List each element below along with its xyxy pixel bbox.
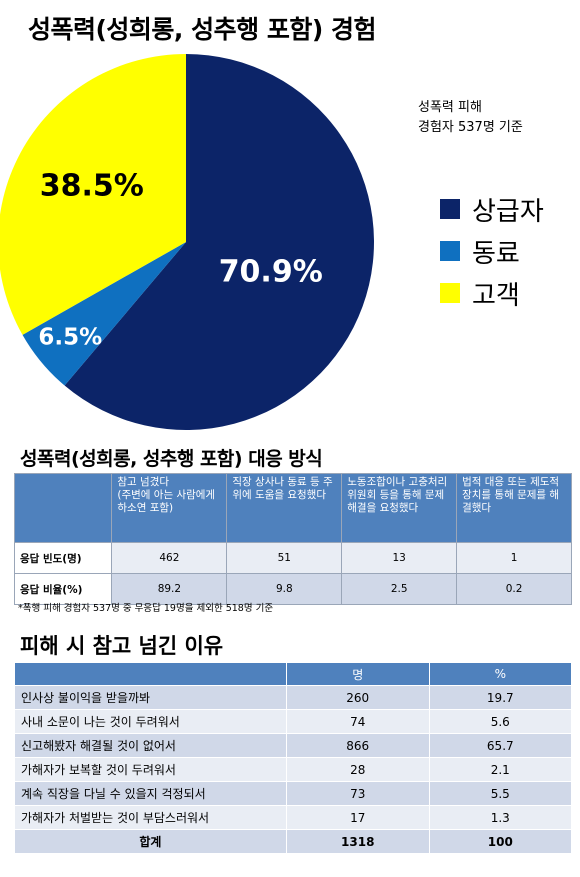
response-section-title: 성폭력(성희롱, 성추행 포함) 대응 방식 — [20, 448, 323, 470]
column-header: 법적 대응 또는 제도적 장치를 통해 문제를 해결했다 — [456, 473, 572, 543]
page-title: 성폭력(성희롱, 성추행 포함) 경험 — [28, 15, 376, 44]
header-empty-cell — [13, 473, 113, 543]
response-footnote: *폭행 피해 경험자 537명 중 무응답 19명을 제외한 518명 기준 — [18, 603, 274, 614]
legend-label: 고객 — [472, 280, 520, 311]
column-header: 참고 넘겼다 (주변에 아는 사람에게 하소연 포함) — [111, 473, 228, 543]
column-header: 직장 상사나 동료 등 주위에 도움을 요청했다 — [226, 473, 343, 543]
legend-item-customer: 고객 — [440, 272, 544, 314]
reason-label: 계속 직장을 다닐 수 있을지 걱정되서 — [14, 781, 287, 806]
reason-count: 17 — [285, 805, 430, 830]
table-cell: 1 — [456, 542, 572, 574]
table-cell: 89.2 — [111, 573, 228, 605]
pie-slice-supervisor — [64, 54, 374, 431]
reason-label: 인사상 불이익을 받을까봐 — [14, 685, 287, 710]
table-row: 신고해봤자 해결될 것이 없어서 866 65.7 — [14, 733, 573, 758]
column-header: 노동조합이나 고충처리위원회 등을 통해 문제해결을 요청했다 — [341, 473, 458, 543]
chart-legend: 상급자 동료 고객 — [440, 188, 544, 314]
reason-label: 신고해봤자 해결될 것이 없어서 — [14, 733, 287, 758]
table-cell: 9.8 — [226, 573, 343, 605]
reasons-section-title: 피해 시 참고 넘긴 이유 — [20, 634, 224, 658]
reason-percent: 19.7 — [428, 685, 573, 710]
total-row: 합계 1318 100 — [14, 829, 573, 854]
legend-item-coworker: 동료 — [440, 230, 544, 272]
table-cell: 13 — [341, 542, 458, 574]
table-cell: 2.5 — [341, 573, 458, 605]
legend-swatch — [440, 283, 460, 303]
legend-label: 상급자 — [472, 196, 544, 227]
column-header-percent: % — [428, 662, 573, 686]
reason-label: 가해자가 처벌받는 것이 부담스러워서 — [14, 805, 287, 830]
reason-count: 73 — [285, 781, 430, 806]
chart-note-line2: 경험자 537명 기준 — [418, 120, 523, 135]
pie-label-coworker: 6.5% — [38, 325, 102, 351]
header-empty-cell — [14, 662, 287, 686]
table-row: 응답 빈도(명) 462 51 13 1 — [13, 542, 572, 574]
pie-slice-coworker — [22, 242, 186, 386]
row-label: 응답 빈도(명) — [13, 542, 113, 574]
reason-count: 866 — [285, 733, 430, 758]
chart-note-line1: 성폭력 피해 — [418, 100, 482, 115]
reason-percent: 1.3 — [428, 805, 573, 830]
reason-percent: 5.5 — [428, 781, 573, 806]
table-row: 가해자가 보복할 것이 두려워서 28 2.1 — [14, 757, 573, 782]
legend-swatch — [440, 241, 460, 261]
row-label: 응답 비율(%) — [13, 573, 113, 605]
table-row: 사내 소문이 나는 것이 두려워서 74 5.6 — [14, 709, 573, 734]
reason-count: 74 — [285, 709, 430, 734]
pie-label-supervisor: 70.9% — [219, 255, 323, 290]
response-table: 참고 넘겼다 (주변에 아는 사람에게 하소연 포함) 직장 상사나 동료 등 … — [13, 473, 572, 605]
reason-percent: 2.1 — [428, 757, 573, 782]
pie-slice-customer — [0, 54, 186, 335]
reason-percent: 65.7 — [428, 733, 573, 758]
response-table-header: 참고 넘겼다 (주변에 아는 사람에게 하소연 포함) 직장 상사나 동료 등 … — [13, 473, 572, 543]
reasons-table: 명 % 인사상 불이익을 받을까봐 260 19.7 사내 소문이 나는 것이 … — [14, 662, 573, 854]
legend-swatch — [440, 199, 460, 219]
legend-item-supervisor: 상급자 — [440, 188, 544, 230]
reasons-table-header: 명 % — [14, 662, 573, 686]
legend-label: 동료 — [472, 238, 520, 269]
table-cell: 0.2 — [456, 573, 572, 605]
reason-label: 사내 소문이 나는 것이 두려워서 — [14, 709, 287, 734]
pie-chart: 70.9% 6.5% 38.5% — [0, 54, 374, 431]
reason-percent: 5.6 — [428, 709, 573, 734]
table-row: 가해자가 처벌받는 것이 부담스러워서 17 1.3 — [14, 805, 573, 830]
total-percent: 100 — [428, 829, 573, 854]
reason-count: 28 — [285, 757, 430, 782]
table-row: 인사상 불이익을 받을까봐 260 19.7 — [14, 685, 573, 710]
column-header-count: 명 — [285, 662, 430, 686]
reason-count: 260 — [285, 685, 430, 710]
total-count: 1318 — [285, 829, 430, 854]
table-cell: 51 — [226, 542, 343, 574]
chart-note: 성폭력 피해 경험자 537명 기준 — [418, 98, 523, 138]
total-label: 합계 — [14, 829, 287, 854]
table-row: 응답 비율(%) 89.2 9.8 2.5 0.2 — [13, 573, 572, 605]
reason-label: 가해자가 보복할 것이 두려워서 — [14, 757, 287, 782]
pie-label-customer: 38.5% — [40, 169, 144, 204]
table-cell: 462 — [111, 542, 228, 574]
table-row: 계속 직장을 다닐 수 있을지 걱정되서 73 5.5 — [14, 781, 573, 806]
